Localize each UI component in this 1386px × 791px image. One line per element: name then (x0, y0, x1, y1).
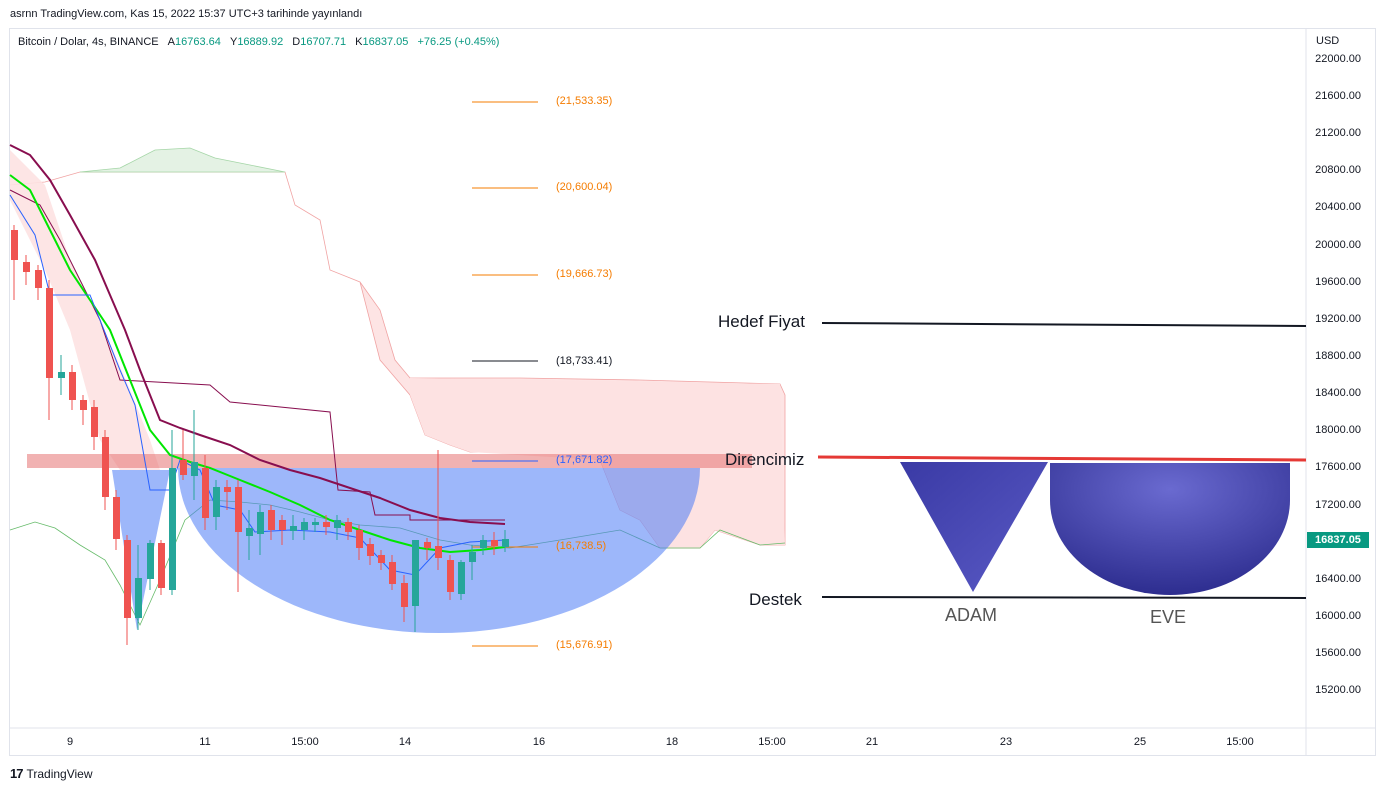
price-tick-label: 20800.00 (1315, 164, 1361, 176)
high-key: Y (229, 36, 238, 48)
time-tick-label: 25 (1133, 736, 1147, 748)
low-value: 16707.71 (300, 36, 347, 48)
fib-level-label: (15,676.91) (556, 639, 613, 651)
open-value: 16763.64 (175, 36, 221, 48)
price-tick-label: 17200.00 (1315, 499, 1361, 511)
close-key: K (355, 36, 363, 48)
price-tick-label: 20000.00 (1315, 239, 1361, 251)
close-value: 16837.05 (362, 36, 409, 48)
early-cloud (10, 150, 160, 470)
time-tick-label: 11 (199, 736, 211, 748)
time-tick-label: 16 (532, 736, 546, 748)
adam-label: ADAM (945, 605, 998, 625)
brand-name: TradingView (26, 766, 93, 781)
fib-level-label: (17,671.82) (556, 454, 613, 466)
price-tick-label: 18400.00 (1315, 387, 1361, 399)
tradingview-logo[interactable]: 17 TradingView (10, 766, 93, 781)
price-tick-label: 19200.00 (1315, 313, 1361, 325)
change-value: +76.25 (+0.45%) (417, 36, 500, 48)
price-tick-label: 21600.00 (1315, 90, 1361, 102)
fib-level-label: (19,666.73) (556, 268, 613, 280)
eve-pattern-shape (1050, 463, 1290, 595)
price-tick-label: 15200.00 (1315, 684, 1361, 696)
tv-logo-icon: 17 (10, 766, 24, 781)
price-tick-label: 19600.00 (1315, 276, 1361, 288)
high-value: 16889.92 (237, 36, 284, 48)
ichimoku-cloud-green (79, 147, 286, 173)
target-line[interactable] (821, 322, 1307, 327)
support-line[interactable] (821, 596, 1307, 599)
time-tick-label: 15:00 (1226, 736, 1254, 748)
price-tick-label: 21200.00 (1315, 127, 1361, 139)
target-price-label: Hedef Fiyat (718, 312, 805, 331)
time-tick-label: 21 (865, 736, 879, 748)
resistance-label: Direncimiz (725, 450, 805, 469)
price-tick-label: 15600.00 (1315, 647, 1361, 659)
fib-level-label: (16,738.5) (556, 540, 607, 552)
price-tick-label: 18000.00 (1315, 424, 1361, 436)
adam-pattern-shape (900, 462, 1048, 592)
chart-frame[interactable] (9, 28, 1376, 756)
symbol-legend: Bitcoin / Dolar, 4s, BINANCE A16763.64 Y… (18, 36, 499, 48)
kijun-line (9, 189, 505, 521)
time-tick-label: 15:00 (291, 736, 319, 748)
price-tick-label: 17600.00 (1315, 461, 1361, 473)
time-tick-label: 14 (398, 736, 412, 748)
time-tick-label: 15:00 (758, 736, 786, 748)
fib-level-label: (18,733.41) (556, 355, 613, 367)
time-tick-label: 23 (999, 736, 1013, 748)
price-tick-label: 16400.00 (1315, 573, 1361, 585)
low-key: D (292, 36, 301, 48)
publish-info: asrnn TradingView.com, Kas 15, 2022 15:3… (10, 8, 363, 20)
ma-dark-line (9, 144, 506, 525)
price-tick-label: 20400.00 (1315, 201, 1361, 213)
ema-green-line (9, 174, 506, 554)
candles (11, 225, 509, 645)
eve-label: EVE (1150, 607, 1187, 627)
resistance-line[interactable] (817, 455, 1307, 462)
current-price-tag: 16837.05 (1307, 532, 1369, 548)
currency-label: USD (1316, 35, 1340, 47)
time-tick-label: 18 (665, 736, 679, 748)
price-tick-label: 16000.00 (1315, 610, 1361, 622)
resistance-band (27, 454, 752, 468)
fib-level-label: (20,600.04) (556, 181, 613, 193)
price-tick-label: 18800.00 (1315, 350, 1361, 362)
price-tick-label: 22000.00 (1315, 53, 1361, 65)
open-key: A (167, 36, 176, 48)
fib-level-label: (21,533.35) (556, 95, 613, 107)
triangle-shape-chart (112, 470, 170, 630)
symbol-name: Bitcoin / Dolar, 4s, BINANCE (18, 36, 159, 48)
time-tick-label: 9 (66, 736, 74, 748)
publish-bar: asrnn TradingView.com, Kas 15, 2022 15:3… (0, 0, 1386, 28)
support-label: Destek (749, 590, 802, 609)
